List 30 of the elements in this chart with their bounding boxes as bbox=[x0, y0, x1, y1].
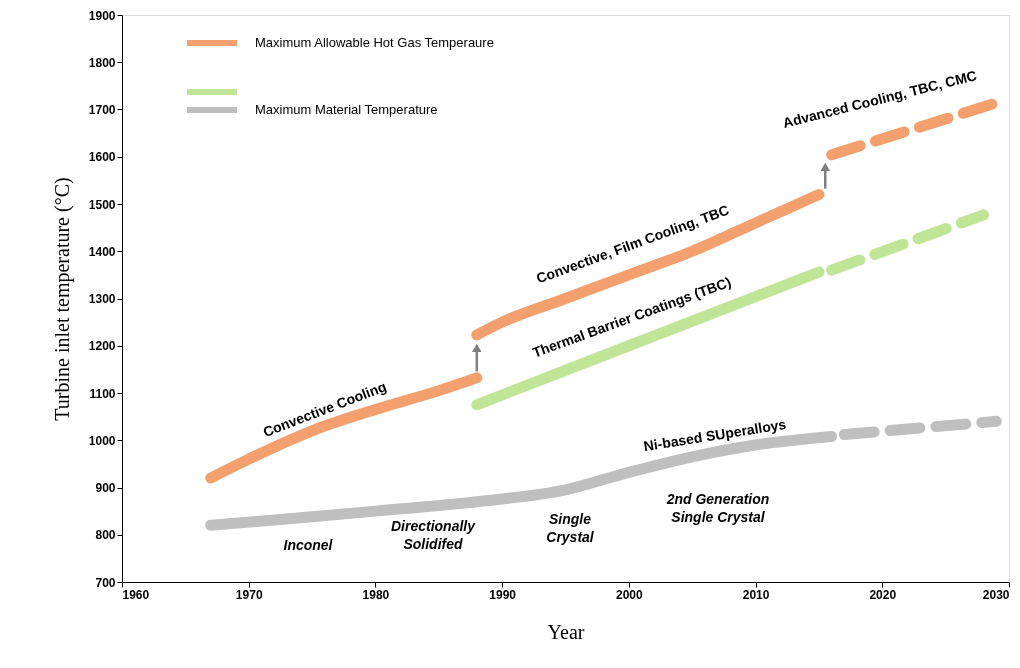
annotation: Ni-based SUperalloys bbox=[642, 415, 788, 455]
x-tick-label: 2010 bbox=[742, 587, 770, 602]
x-tick-label: 1970 bbox=[235, 587, 263, 602]
y-tick-label: 1100 bbox=[89, 386, 116, 401]
y-tick-label: 700 bbox=[95, 575, 116, 590]
y-tick-label: 1200 bbox=[88, 339, 116, 354]
x-tick-label: 2020 bbox=[869, 587, 897, 602]
x-tick-label: 2000 bbox=[616, 587, 644, 602]
x-tick-label: 1960 bbox=[122, 587, 150, 602]
y-axis-title: Turbine inlet temperature (°C) bbox=[50, 177, 74, 421]
annotation: Inconel bbox=[283, 537, 334, 553]
y-tick-label: 1600 bbox=[88, 150, 116, 165]
annotation: Single Crystal bbox=[546, 511, 595, 545]
x-tick-label: 1980 bbox=[362, 587, 390, 602]
y-tick-label: 1500 bbox=[88, 197, 116, 212]
legend-label: Maximum Allowable Hot Gas Temperaure bbox=[255, 35, 494, 50]
y-tick-label: 800 bbox=[95, 528, 116, 543]
x-axis-title: Year bbox=[547, 620, 585, 643]
y-tick-label: 1400 bbox=[88, 244, 116, 259]
y-tick-label: 1900 bbox=[88, 8, 116, 23]
x-tick-label: 1990 bbox=[489, 587, 517, 602]
y-tick-label: 1700 bbox=[88, 103, 116, 117]
annotation: Directionally Solidifed bbox=[390, 518, 477, 552]
annotation: 2nd Generation Single Crystal bbox=[665, 491, 770, 525]
y-tick-label: 1300 bbox=[88, 292, 116, 306]
y-tick-label: 1000 bbox=[88, 433, 116, 448]
y-tick-label: 1800 bbox=[88, 55, 116, 70]
legend-label: Maximum Material Temperature bbox=[255, 102, 438, 117]
y-tick-label: 900 bbox=[95, 481, 116, 495]
x-tick-label: 2030 bbox=[982, 587, 1010, 602]
